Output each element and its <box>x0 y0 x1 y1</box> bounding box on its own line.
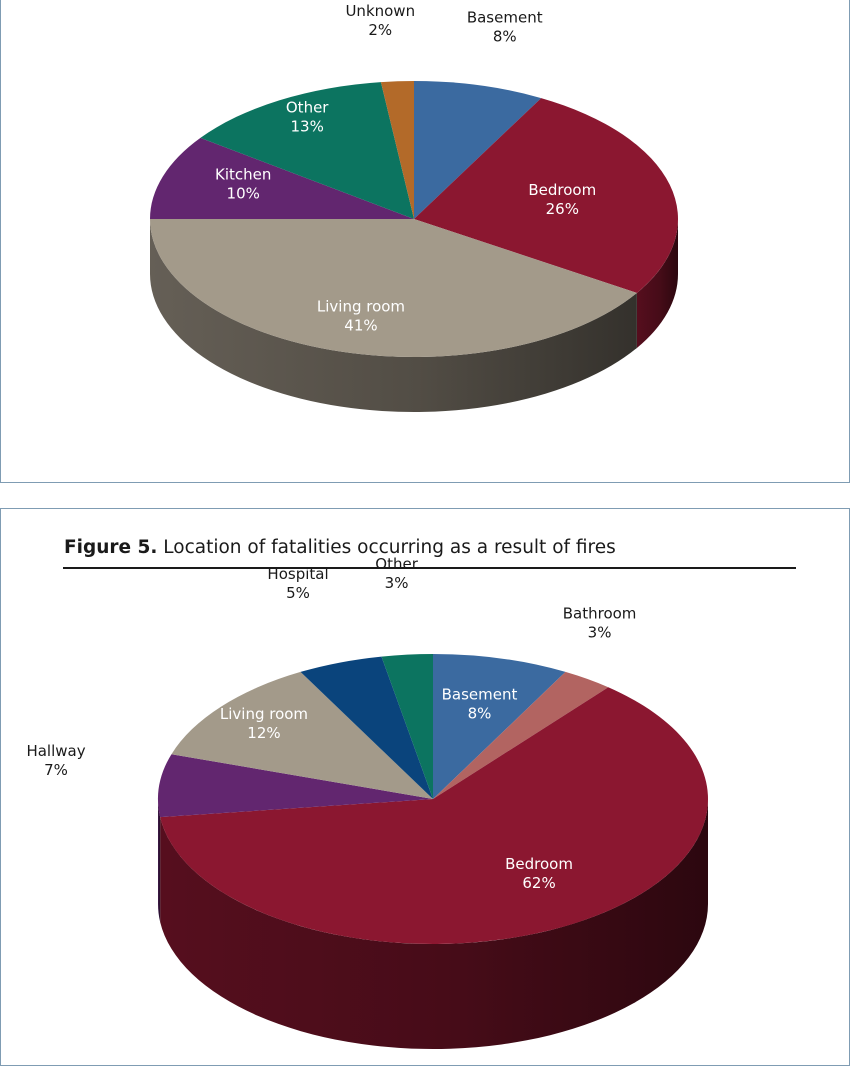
title-rule <box>63 567 796 569</box>
bottom-slice-living-room <box>171 671 433 799</box>
top-label-other: Other 13% <box>286 98 329 135</box>
bottom-label-basement: Basement 8% <box>442 685 518 722</box>
bottom-side-hallway <box>158 799 161 923</box>
top-label-kitchen: Kitchen 10% <box>215 165 271 202</box>
bottom-label-bedroom: Bedroom 62% <box>505 855 573 892</box>
top-label-unknown: Unknown 2% <box>345 2 415 39</box>
bottom-slice-hospital <box>300 656 433 799</box>
bottom-side-bedroom <box>160 799 708 1049</box>
top-label-bedroom: Bedroom 26% <box>528 181 596 218</box>
bottom-label-living-room: Living room 12% <box>220 705 308 742</box>
bottom-chart-panel: Figure 5. Location of fatalities occurri… <box>0 508 850 1066</box>
top-slice-other <box>200 82 414 220</box>
bottom-slice-bedroom <box>160 687 708 944</box>
top-label-living-room: Living room 41% <box>317 297 405 334</box>
figure-title: Figure 5. Location of fatalities occurri… <box>64 537 616 558</box>
bottom-label-other: Other 3% <box>375 555 418 592</box>
top-slice-bedroom <box>414 98 678 293</box>
top-side-bedroom <box>636 219 678 348</box>
bottom-label-hallway: Hallway 7% <box>26 742 85 779</box>
top-slice-living-room <box>150 219 637 357</box>
bottom-label-hospital: Hospital 5% <box>267 565 328 602</box>
top-slice-kitchen <box>150 137 414 219</box>
bottom-slice-basement <box>433 654 566 799</box>
top-pie-chart: Basement 8% Bedroom 26% Living room 41% Kitche… <box>150 2 678 412</box>
bottom-slice-hallway <box>158 754 433 818</box>
bottom-slice-bathroom <box>433 671 609 799</box>
bottom-slice-other <box>381 654 433 799</box>
figure-caption: Location of fatalities occurring as a re… <box>157 537 616 558</box>
top-slice-unknown <box>380 81 414 219</box>
top-slice-basement <box>414 81 542 219</box>
top-label-basement: Basement 8% <box>467 9 543 46</box>
figure-number: Figure 5. <box>64 537 158 558</box>
top-side-living-room <box>150 219 637 412</box>
top-chart-panel: Basement 8% Bedroom 26% Living room 41% Kitche… <box>0 0 850 483</box>
bottom-label-bathroom: Bathroom 3% <box>563 605 637 642</box>
bottom-pie-chart: Basement 8% Bathroom 3% Bedroom 62% Hallway 7% L… <box>26 555 708 1049</box>
